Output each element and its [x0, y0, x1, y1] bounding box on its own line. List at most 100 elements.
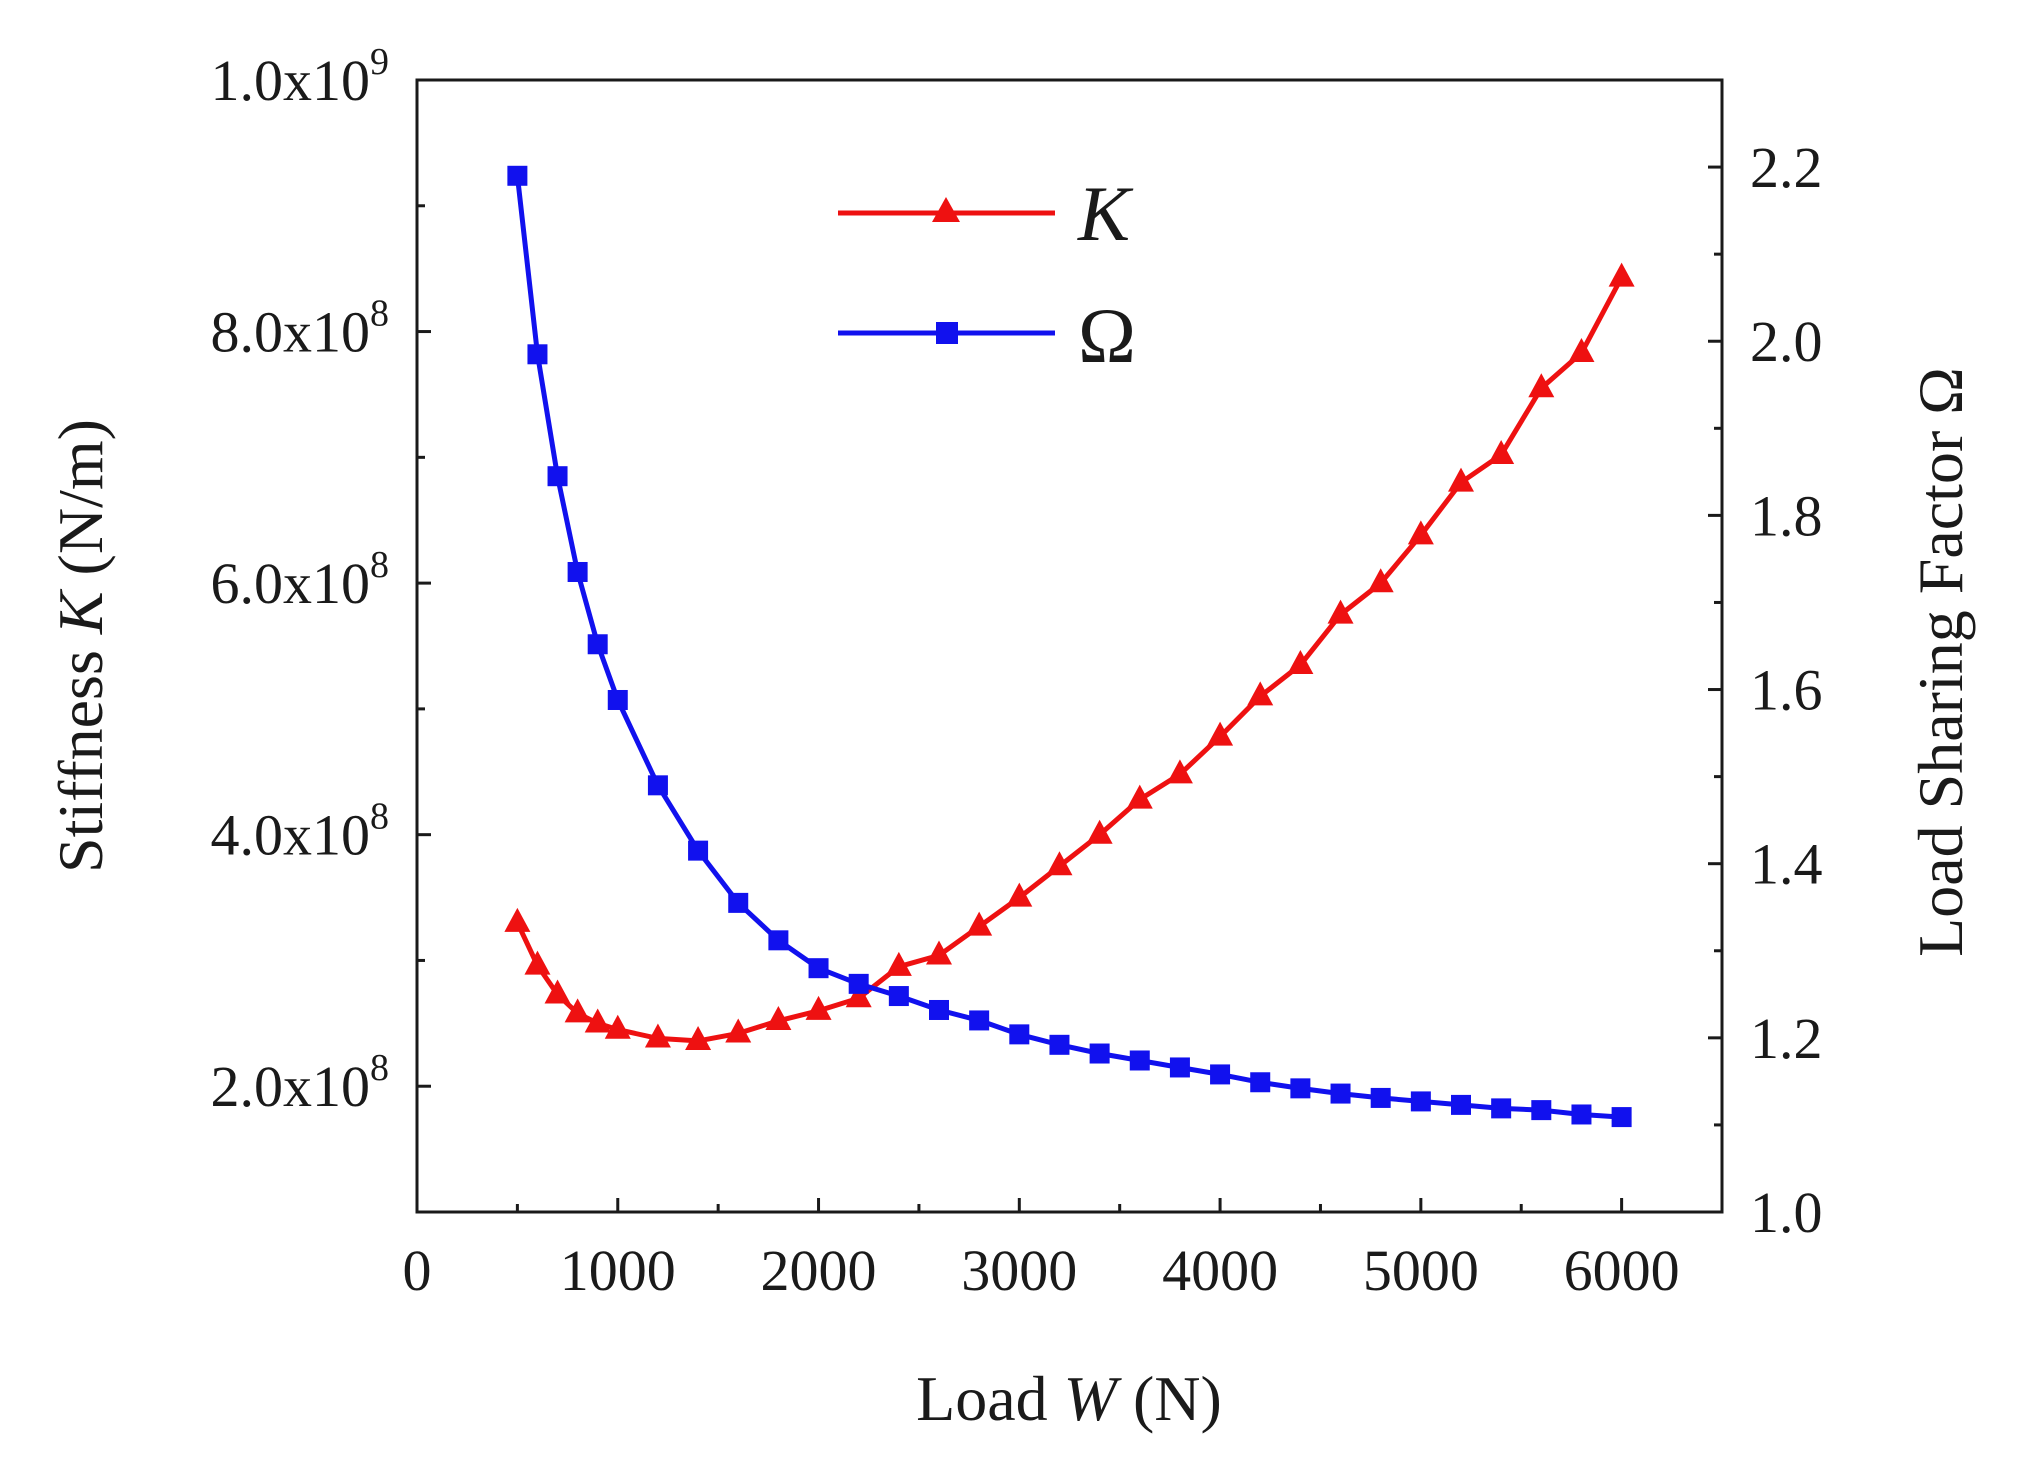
y-right-tick-label: 1.0 [1750, 1180, 1823, 1245]
k-data-point [1126, 784, 1153, 809]
omega-data-point [1330, 1083, 1351, 1104]
y-left-tick-mantissa: 2.0x10 [211, 1054, 371, 1119]
omega-data-point [1531, 1100, 1552, 1121]
omega-data-point [567, 561, 588, 582]
omega-data-point [647, 775, 668, 796]
k-data-point [1327, 599, 1354, 624]
legend-square-marker [936, 322, 958, 344]
k-data-point [504, 907, 531, 932]
omega-data-point [1410, 1091, 1431, 1112]
omega-data-point [808, 958, 829, 979]
k-data-point [1608, 262, 1635, 287]
y-right-tick-label: 2.0 [1750, 309, 1823, 374]
omega-data-point [1169, 1057, 1190, 1078]
y-right-tick-label: 1.4 [1750, 832, 1823, 897]
omega-data-point [688, 840, 709, 861]
series-k [504, 262, 1635, 1051]
x-tick-label: 0 [403, 1238, 432, 1303]
legend-label-k: K [1077, 170, 1134, 257]
k-data-point [1086, 819, 1113, 844]
x-tick-label: 1000 [560, 1238, 676, 1303]
k-data-point [644, 1023, 671, 1048]
y-left-axis-title: Stiffness K (N/m) [45, 419, 116, 873]
chart-marks [504, 165, 1635, 1128]
omega-data-point [969, 1010, 990, 1031]
k-data-point [1046, 851, 1073, 876]
y-right-tick-label: 2.2 [1750, 135, 1823, 200]
omega-data-point [929, 999, 949, 1020]
y-right-tick-label: 1.6 [1750, 658, 1823, 723]
series-omega [507, 165, 1632, 1128]
omega-data-point [1129, 1050, 1150, 1071]
x-tick-label: 6000 [1564, 1238, 1680, 1303]
omega-data-point [547, 466, 568, 487]
k-data-point [765, 1005, 792, 1030]
legend: K Ω [838, 170, 1136, 379]
k-data-point [1207, 721, 1234, 746]
y-left-tick-mantissa: 4.0x10 [211, 803, 371, 868]
k-data-point [564, 998, 591, 1023]
k-data-point [584, 1008, 611, 1033]
legend-entry-omega: Ω [838, 292, 1136, 379]
k-data-point [685, 1026, 712, 1051]
omega-data-point [1250, 1072, 1271, 1093]
k-data-point [1367, 568, 1394, 593]
k-data-point [1247, 681, 1274, 706]
omega-data-point [728, 892, 749, 913]
y-right-axis-title: Load Sharing Factor Ω [1905, 367, 1976, 957]
omega-data-point [888, 986, 909, 1007]
omega-data-point [607, 689, 628, 710]
k-data-point [1166, 759, 1193, 784]
k-series-line [515, 276, 1624, 1044]
k-data-point [725, 1018, 752, 1043]
k-data-point [966, 911, 993, 936]
y-right-tick-label: 1.2 [1750, 1006, 1823, 1071]
omega-data-point [768, 930, 789, 951]
k-data-point [885, 951, 912, 976]
k-data-point [1287, 649, 1314, 674]
y-left-tick-label: 1.0x109 [211, 41, 390, 113]
k-data-point [604, 1014, 631, 1039]
omega-data-point [848, 973, 869, 994]
k-data-point [1568, 338, 1595, 363]
omega-series-line [514, 175, 1622, 1120]
y-left-tick-mantissa: 6.0x10 [211, 551, 371, 616]
x-tick-label: 5000 [1363, 1238, 1479, 1303]
legend-label-omega: Ω [1078, 292, 1136, 379]
y-left-tick-exponent: 8 [370, 796, 389, 838]
k-data-point [845, 983, 872, 1008]
k-data-point [1448, 467, 1474, 492]
legend-triangle-marker [932, 197, 960, 222]
k-data-point [805, 995, 832, 1020]
x-tick-label: 3000 [961, 1238, 1077, 1303]
axis-ticks: 0 1000 2000 3000 4000 5000 60002.0x1084.0x1086… [211, 41, 1823, 1303]
k-data-point [544, 979, 571, 1004]
y-left-tick-exponent: 9 [370, 41, 389, 83]
x-tick-label: 4000 [1162, 1238, 1278, 1303]
omega-data-point [1049, 1034, 1070, 1055]
k-data-point [1407, 520, 1434, 545]
k-data-point [1488, 439, 1515, 464]
k-data-point [1006, 882, 1033, 907]
y-left-tick-mantissa: 8.0x10 [211, 300, 371, 365]
y-left-tick-label: 4.0x108 [211, 796, 390, 868]
omega-data-point [1491, 1098, 1512, 1119]
y-left-tick-exponent: 8 [370, 1047, 389, 1089]
omega-data-point [1009, 1024, 1030, 1045]
omega-data-point [1210, 1064, 1231, 1085]
omega-data-point [507, 165, 528, 186]
omega-data-point [1290, 1078, 1311, 1099]
y-left-tick-label: 8.0x108 [211, 293, 390, 365]
x-axis-title: Load W (N) [916, 1363, 1222, 1434]
omega-data-point [1089, 1043, 1110, 1064]
omega-data-point [1451, 1094, 1471, 1115]
plot-frame [415, 78, 1724, 1214]
k-data-point [1528, 373, 1555, 398]
omega-data-point [587, 634, 608, 655]
y-left-tick-mantissa: 1.0x10 [211, 48, 371, 113]
y-left-tick-exponent: 8 [370, 293, 389, 335]
x-tick-label: 2000 [761, 1238, 877, 1303]
y-right-tick-label: 1.8 [1750, 483, 1823, 548]
